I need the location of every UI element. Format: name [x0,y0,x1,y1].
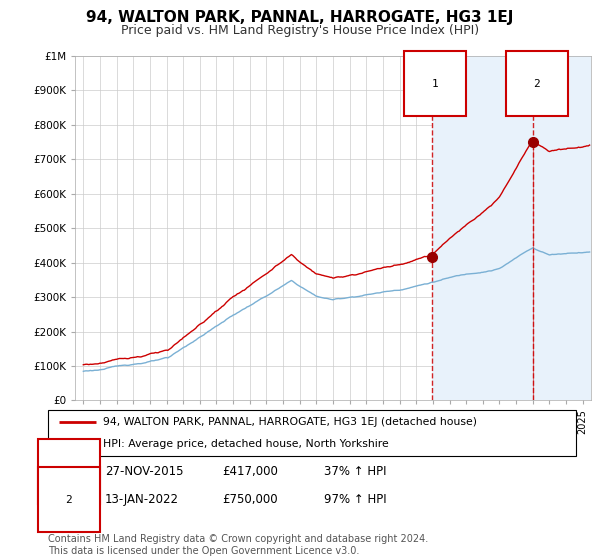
Text: 13-JAN-2022: 13-JAN-2022 [105,493,179,506]
Text: £417,000: £417,000 [222,465,278,478]
Text: £750,000: £750,000 [222,493,278,506]
Text: 1: 1 [65,466,73,477]
Text: HPI: Average price, detached house, North Yorkshire: HPI: Average price, detached house, Nort… [103,438,389,449]
Text: Contains HM Land Registry data © Crown copyright and database right 2024.
This d: Contains HM Land Registry data © Crown c… [48,534,428,556]
Text: 27-NOV-2015: 27-NOV-2015 [105,465,184,478]
Text: 94, WALTON PARK, PANNAL, HARROGATE, HG3 1EJ (detached house): 94, WALTON PARK, PANNAL, HARROGATE, HG3 … [103,417,478,427]
Text: 37% ↑ HPI: 37% ↑ HPI [324,465,386,478]
Text: 97% ↑ HPI: 97% ↑ HPI [324,493,386,506]
Bar [431,56,591,400]
Text: 2: 2 [533,78,540,88]
Bar [533,56,591,400]
Text: Price paid vs. HM Land Registry's House Price Index (HPI): Price paid vs. HM Land Registry's House … [121,24,479,36]
FancyBboxPatch shape [48,410,576,456]
Text: 94, WALTON PARK, PANNAL, HARROGATE, HG3 1EJ: 94, WALTON PARK, PANNAL, HARROGATE, HG3 … [86,10,514,25]
Text: 1: 1 [431,78,438,88]
Text: 2: 2 [65,494,73,505]
